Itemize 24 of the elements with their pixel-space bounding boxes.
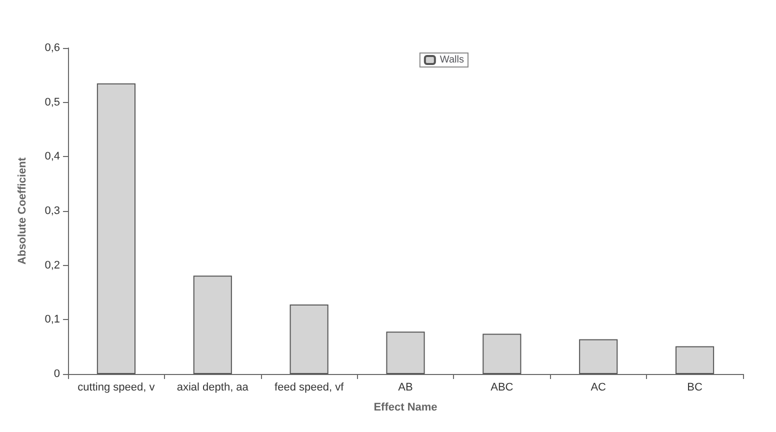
bar [96,83,136,374]
bar [482,334,522,374]
y-tick-label: 0,3 [44,205,60,217]
bar [579,339,618,374]
y-tick-label: 0,2 [44,259,60,272]
bar [290,304,328,374]
y-tick-label: 0,1 [44,314,60,326]
y-tick-label: 0 [54,368,60,380]
x-tick-label: AC [590,382,606,394]
x-tick-label: feed speed, vf [274,382,345,394]
bar [193,276,232,374]
y-tick-label: 0,5 [44,96,60,108]
bar [676,346,714,374]
y-tick-label: 0,6 [44,42,60,54]
bar [386,332,425,374]
x-tick-label: BC [687,382,702,394]
x-tick-label: AB [398,382,413,394]
y-axis-title: Absolute Coefficient [16,157,28,264]
y-tick-label: 0,4 [44,150,60,163]
x-tick-label: cutting speed, v [78,382,156,394]
legend-label: Walls [440,54,464,66]
x-axis-title: Effect Name [374,402,438,414]
x-tick-label: ABC [490,382,514,394]
x-tick-label: axial depth, aa [176,382,250,394]
